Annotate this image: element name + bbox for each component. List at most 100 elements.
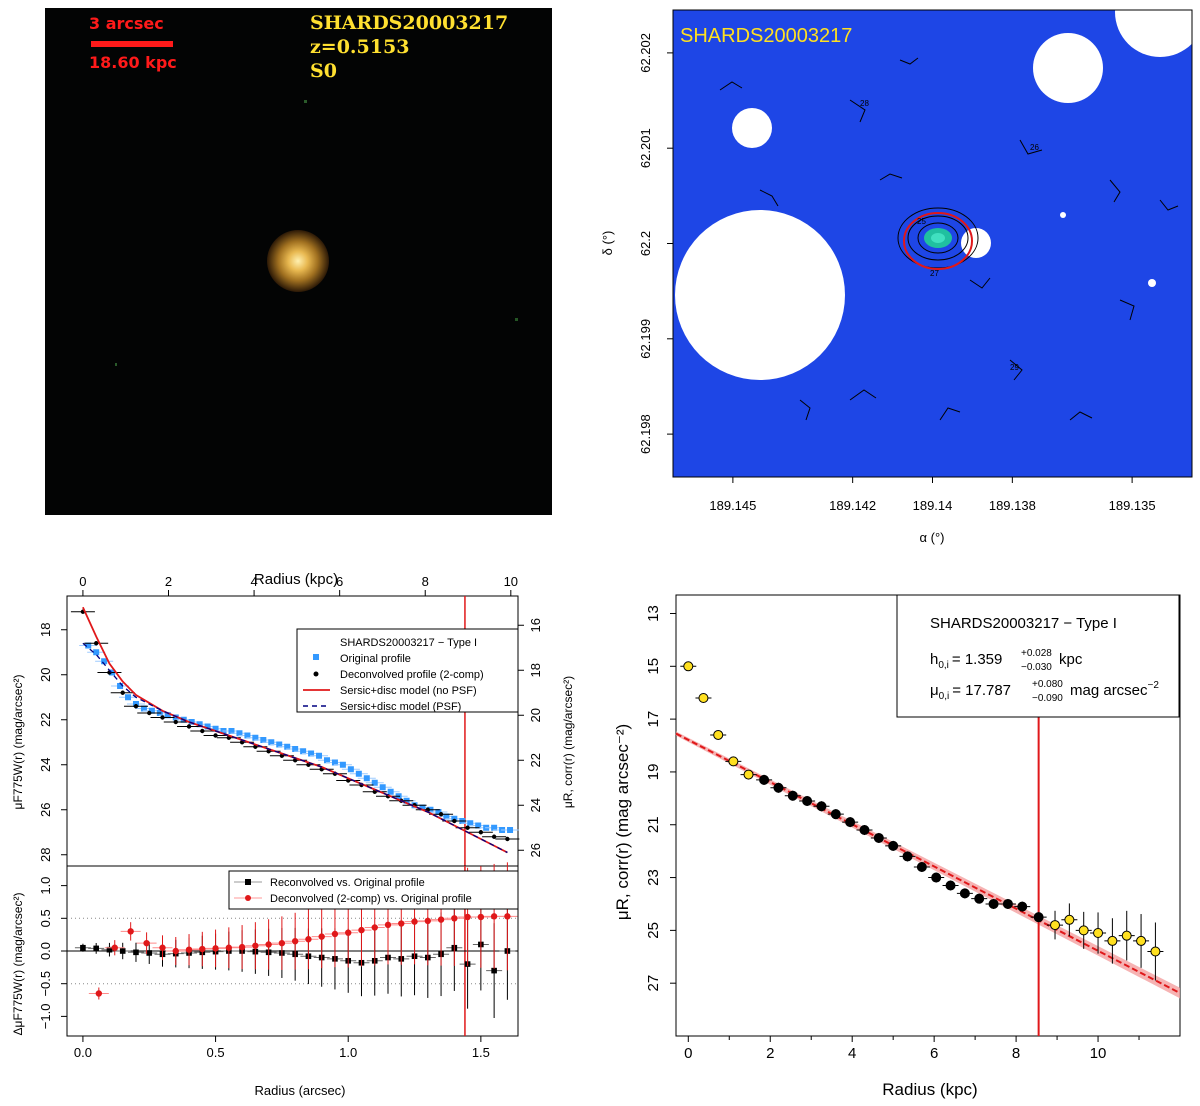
contour	[1009, 359, 1023, 381]
fit-line	[675, 732, 1181, 994]
original-point	[228, 728, 235, 734]
excluded-point	[683, 661, 694, 672]
deconvolved-residual-point	[318, 933, 325, 940]
profile-y-tick-label: 26	[38, 803, 53, 817]
deconvolved-point	[173, 719, 178, 725]
morph-type-label: S0	[310, 60, 337, 82]
contour	[1119, 299, 1135, 321]
reconvolved-point	[93, 945, 99, 952]
original-point	[379, 784, 386, 791]
legend-central-sb-unit: mag arcsec−2	[1070, 680, 1159, 699]
profile-y2-axis-label: μR, corr(r) (mag/arcsec²)	[561, 676, 575, 808]
profile-x2-tick-label: 0	[79, 574, 86, 589]
map-y-axis-label: δ (°)	[600, 231, 615, 256]
legend-label-original: Original profile	[340, 653, 411, 665]
legend-box	[896, 594, 1180, 718]
sky-map-area: 25 28 27 26 29 SHARDS20003217	[672, 0, 1200, 478]
mask-circle	[1060, 212, 1066, 218]
legend-central-sb-lower: −0.090	[1032, 693, 1063, 704]
original-point	[172, 714, 179, 721]
map-y-tick-label: 62.202	[638, 33, 653, 73]
legend-scale-length-upper: +0.028	[1021, 648, 1052, 659]
contour	[799, 399, 811, 421]
fit-x-tick-label: 0	[684, 1045, 692, 1062]
original-point	[244, 732, 251, 739]
excluded-point	[698, 692, 709, 703]
original-point	[491, 824, 498, 831]
deconvolved-residual-point	[238, 943, 246, 951]
fit-point	[1033, 912, 1044, 923]
reconvolved-point	[491, 967, 497, 974]
profile-x-tick-label: 0.0	[74, 1045, 92, 1060]
original-point	[443, 813, 450, 820]
original-point	[204, 723, 211, 730]
legend-label-psf: Sersic+disc model (PSF)	[340, 701, 461, 713]
residual-y-tick-label: 0.5	[38, 909, 53, 927]
contour-label: 25	[917, 217, 926, 226]
deconvolved-residual-point	[199, 945, 206, 953]
original-point	[132, 701, 139, 707]
fit-y-tick-label: 21	[645, 816, 662, 833]
excluded-point	[1136, 935, 1147, 946]
deconvolved-point	[465, 825, 470, 830]
fit-x-axis-label: Radius (kpc)	[882, 1080, 977, 1099]
legend-central-sb: μ0,i = 17.787	[930, 682, 1011, 702]
original-point	[236, 730, 243, 737]
fit-point	[816, 801, 827, 812]
deconvolved-point	[200, 728, 205, 734]
legend-title: SHARDS20003217 − Type I	[930, 615, 1117, 632]
fit-y-tick-label: 19	[645, 764, 662, 781]
deconvolved-point	[491, 834, 497, 839]
galaxy-blob	[267, 230, 329, 292]
deconvolved-residual-point	[424, 917, 431, 925]
contour	[849, 389, 877, 401]
fit-point	[802, 795, 813, 806]
original-point	[148, 707, 155, 714]
fit-x-tick-label: 2	[766, 1045, 774, 1062]
reconvolved-point	[146, 950, 153, 956]
contour-label: 29	[1010, 363, 1019, 372]
map-x-axis-label: α (°)	[920, 530, 945, 545]
map-x-tick-label: 189.135	[1109, 498, 1156, 513]
legend-marker-original	[313, 654, 319, 660]
fit-y-tick-label: 15	[645, 658, 662, 675]
original-point	[467, 820, 474, 827]
deconvolved-residual-point	[411, 918, 418, 925]
excluded-point	[728, 756, 739, 767]
reconvolved-point	[133, 949, 139, 956]
deconvolved-residual-point	[212, 945, 219, 952]
contour	[719, 81, 743, 91]
legend-scale-length: h0,i = 1.359	[930, 651, 1002, 671]
original-point	[117, 683, 124, 689]
residual-y-axis-label: ΔμF775W(r) (mag/arcsec²)	[11, 893, 25, 1036]
profile-y-axis-label: μF775W(r) (mag/arcsec²)	[11, 675, 25, 810]
original-point	[164, 712, 171, 719]
profile-x-tick-label: 1.0	[339, 1045, 357, 1060]
contour	[939, 407, 961, 421]
deconvolved-residual-point	[185, 946, 193, 953]
fit-x-tick-label: 6	[930, 1045, 938, 1062]
deconvolved-residual-point	[464, 913, 471, 921]
deconvolved-residual-point	[127, 928, 134, 935]
sky-map-figure: 25 28 27 26 29 SHARDS20003217 189.145 189…	[600, 0, 1200, 545]
deconvolved-residual-point	[331, 930, 339, 938]
deconvolved-residual-point	[143, 939, 150, 947]
original-point	[316, 752, 323, 759]
original-point	[260, 737, 267, 743]
deconvolved-point	[147, 710, 152, 716]
fit-x-tick-label: 8	[1012, 1045, 1020, 1062]
contour	[907, 215, 969, 261]
profile-y2-tick-label: 20	[528, 708, 543, 722]
fit-x-tick-label: 10	[1090, 1045, 1107, 1062]
legend-scale-length-unit: kpc	[1059, 651, 1083, 668]
contour	[849, 99, 866, 123]
profile-y-tick-label: 28	[38, 848, 53, 862]
map-y-tick-label: 62.199	[638, 319, 653, 359]
original-point	[507, 827, 514, 833]
deconvolved-point	[438, 812, 444, 817]
aperture-ellipse	[903, 212, 973, 270]
fit-y-tick-label: 27	[645, 975, 662, 992]
map-x-tick-label: 189.145	[709, 498, 756, 513]
deconvolved-residual-point	[358, 926, 365, 934]
legend-box	[228, 870, 519, 910]
